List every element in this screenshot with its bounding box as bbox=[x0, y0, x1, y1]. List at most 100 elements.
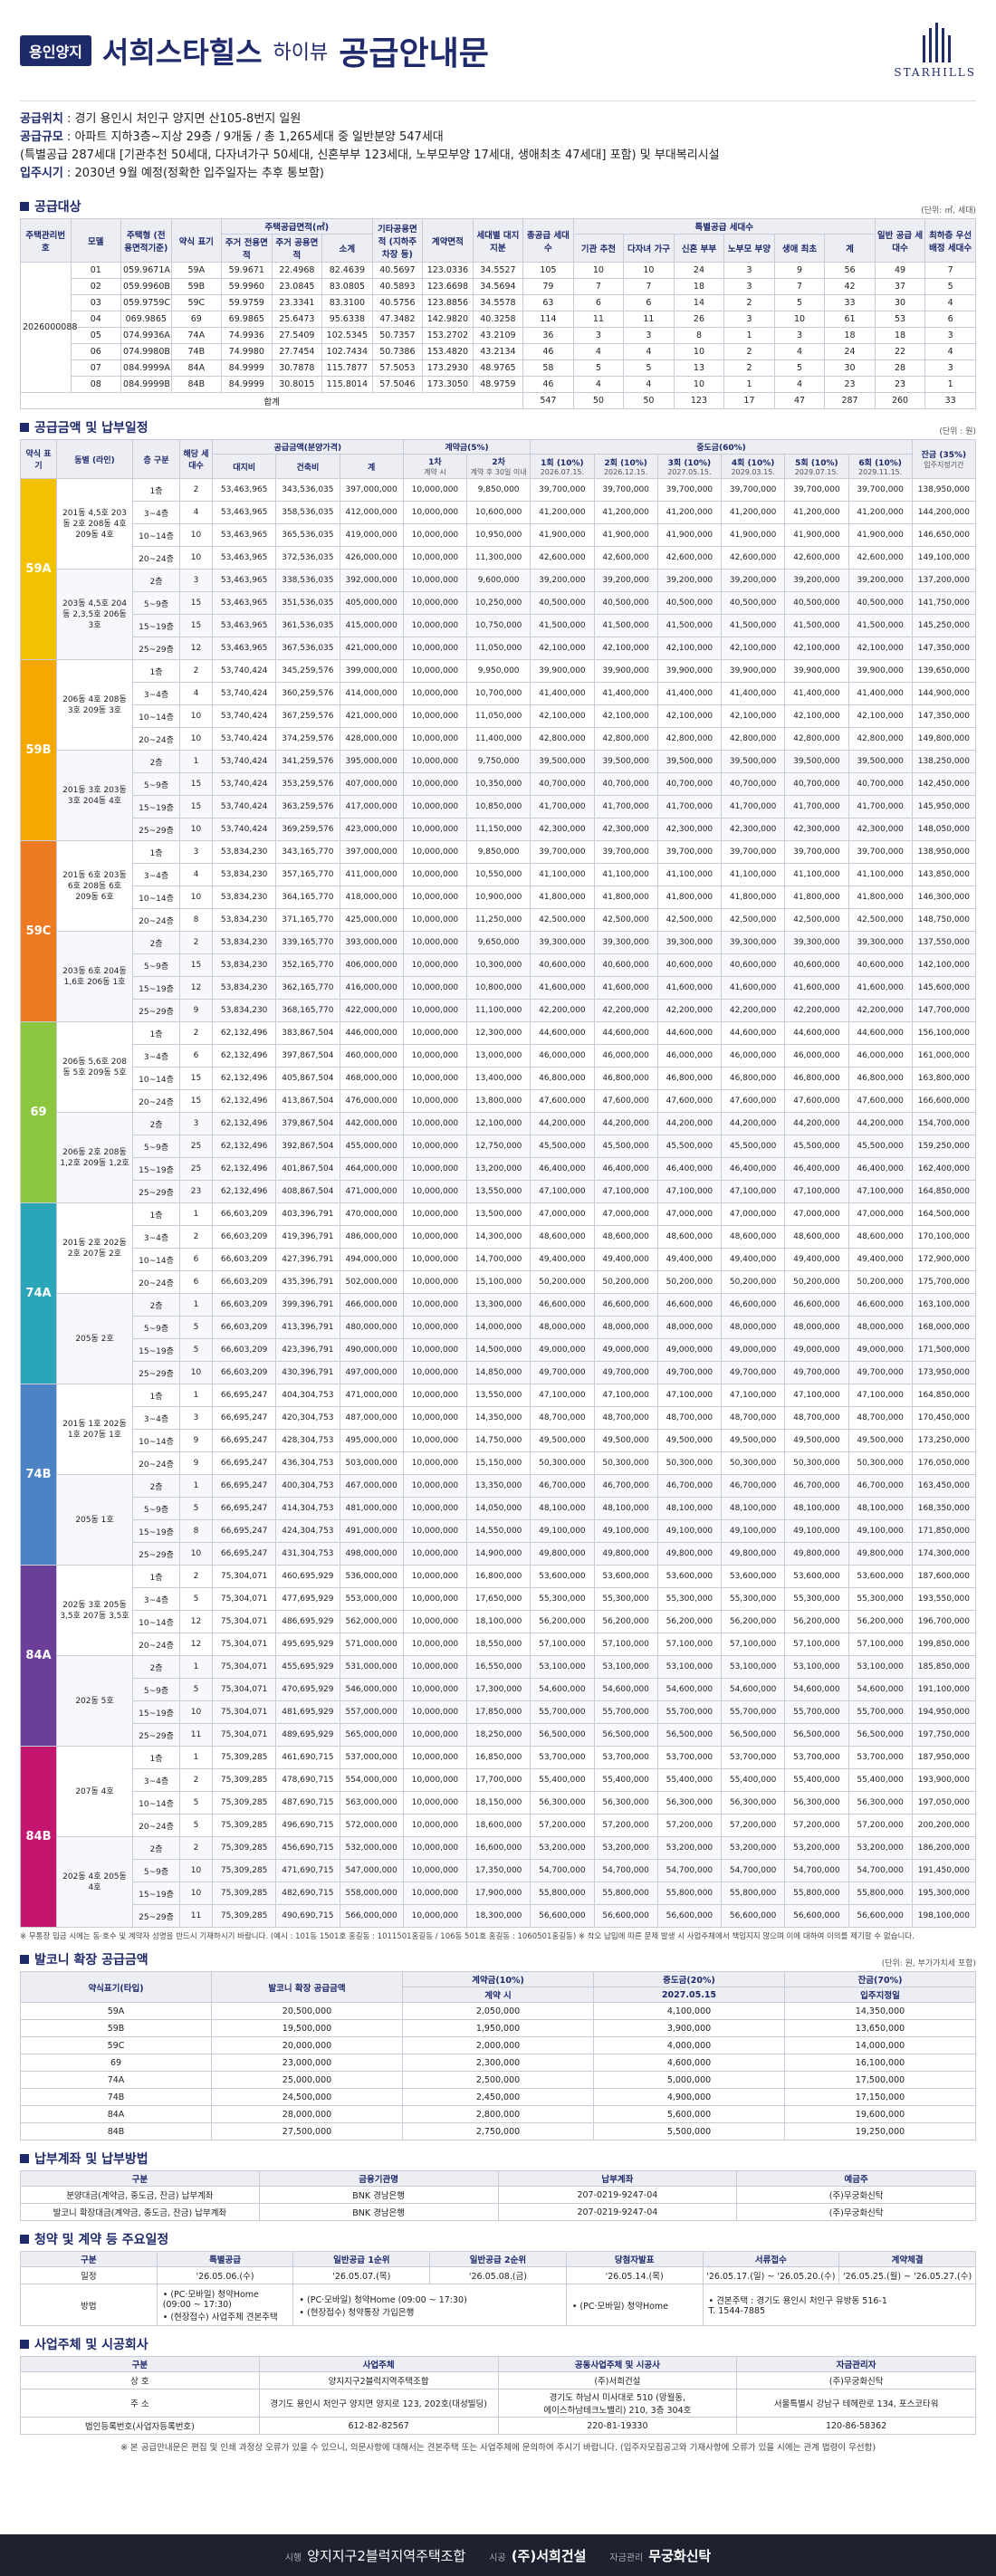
cell: 10,000,000 bbox=[402, 1882, 468, 1905]
row: 06 074.9980B 74B 74.9980 27.7454 102.7434 50.7… bbox=[21, 343, 976, 360]
row: 10~14층 9 66,695,247 428,304,753 495,000,000 1… bbox=[21, 1429, 977, 1452]
cell: 47,100,000 bbox=[848, 1180, 913, 1203]
cell: 66,603,209 bbox=[211, 1361, 277, 1384]
cell: 56,300,000 bbox=[656, 1791, 723, 1815]
header: 1회 (10%) 2026.07.15. bbox=[530, 454, 595, 479]
cell: 75,309,285 bbox=[211, 1768, 277, 1792]
cell: 369,259,576 bbox=[275, 818, 340, 841]
cell: 02 bbox=[70, 278, 122, 295]
cell: 423,000,000 bbox=[339, 818, 404, 841]
cell: 39,700,000 bbox=[593, 478, 658, 502]
cell: 41,700,000 bbox=[720, 795, 786, 819]
cell: 20~24층 bbox=[132, 908, 180, 932]
cell: 7 bbox=[924, 262, 976, 279]
cell: 48,100,000 bbox=[593, 1497, 658, 1520]
cell: 46,800,000 bbox=[848, 1067, 913, 1090]
header: 계 bbox=[824, 234, 876, 263]
row: 25~29층 10 53,740,424 369,259,576 423,000,000… bbox=[20, 818, 977, 841]
row: 59A 20,500,000 2,050,000 4,100,000 14,350,00… bbox=[20, 2002, 976, 2020]
cell: 39,200,000 bbox=[784, 569, 849, 592]
cell: 11,400,000 bbox=[465, 727, 532, 751]
cell: 195,300,000 bbox=[911, 1882, 977, 1905]
cell: 193,900,000 bbox=[911, 1768, 977, 1792]
cell: 10 bbox=[179, 546, 213, 570]
cell: 185,850,000 bbox=[911, 1655, 977, 1679]
row: 74B 24,500,000 2,450,000 4,900,000 17,150,00… bbox=[20, 2088, 976, 2106]
cell: 44,600,000 bbox=[593, 1021, 658, 1045]
cell: 40,500,000 bbox=[656, 591, 723, 615]
cell: 41,200,000 bbox=[784, 501, 849, 524]
cell: 338,536,035 bbox=[275, 569, 340, 592]
cell: 19,500,000 bbox=[211, 2019, 403, 2037]
cell: 12 bbox=[179, 1610, 213, 1633]
cell: 10,550,000 bbox=[465, 863, 532, 886]
cell: 54,700,000 bbox=[720, 1859, 786, 1882]
cell: 48,600,000 bbox=[530, 1225, 595, 1249]
cell: 74A bbox=[170, 327, 223, 344]
cell: 69.9865 bbox=[221, 311, 273, 328]
info-label: 공급위치 bbox=[20, 112, 63, 126]
cell: 5 bbox=[773, 359, 826, 377]
cell: 49,700,000 bbox=[848, 1361, 913, 1384]
cell: 163,100,000 bbox=[911, 1293, 977, 1317]
cell: 18 bbox=[824, 327, 876, 344]
row: 206동 2호 208동 1,2호 209동 1,2호 2층 3 62,132,496… bbox=[20, 1112, 977, 1203]
cell: 546,000,000 bbox=[339, 1678, 404, 1701]
cell: 430,396,791 bbox=[275, 1361, 340, 1384]
cell: 22 bbox=[874, 343, 926, 360]
cell: 79 bbox=[522, 278, 574, 295]
cell: 10~14층 bbox=[132, 523, 180, 547]
cell: 39,700,000 bbox=[848, 478, 913, 502]
cell: 10,000,000 bbox=[402, 1157, 468, 1181]
note: 계약 후 30일 이내 bbox=[470, 468, 527, 476]
cell: 15 bbox=[179, 614, 213, 637]
cell: 75,304,071 bbox=[211, 1565, 277, 1588]
cell: 435,396,791 bbox=[275, 1270, 340, 1294]
cell: 42,600,000 bbox=[593, 546, 658, 570]
cell: 9 bbox=[179, 999, 213, 1022]
header: 신혼 부부 bbox=[673, 234, 725, 263]
note: 2029.03.15. bbox=[731, 468, 775, 476]
cell: 41,100,000 bbox=[593, 863, 658, 886]
cell: 41,100,000 bbox=[848, 863, 913, 886]
cell: 46,400,000 bbox=[720, 1157, 786, 1181]
cell: 46,800,000 bbox=[656, 1067, 723, 1090]
cell: 41,200,000 bbox=[530, 501, 595, 524]
cell: 141,750,000 bbox=[911, 591, 977, 615]
header: 다자녀 가구 bbox=[623, 234, 675, 263]
cell: • (PC·모바일) 청약Home (09:00 ~ 17:30) • (현장접수… bbox=[156, 2284, 294, 2326]
cell: 383,867,504 bbox=[275, 1021, 340, 1045]
cell: 55,300,000 bbox=[720, 1587, 786, 1611]
cell: 53,740,424 bbox=[211, 704, 277, 728]
cell: 56,300,000 bbox=[593, 1791, 658, 1815]
cell: 45,500,000 bbox=[720, 1135, 786, 1158]
cell: 48,600,000 bbox=[656, 1225, 723, 1249]
cell: 154,700,000 bbox=[911, 1112, 977, 1135]
header: 계약 시 bbox=[402, 1987, 594, 2003]
cell: 39,200,000 bbox=[530, 569, 595, 592]
row: 3~4층 2 66,603,209 419,396,791 486,000,000 10,… bbox=[21, 1225, 977, 1249]
cell: 84A bbox=[170, 359, 223, 377]
cell: 75,304,071 bbox=[211, 1587, 277, 1611]
badge: 용인양지 bbox=[20, 34, 91, 66]
logo-icon bbox=[922, 22, 951, 62]
cell: 153.4820 bbox=[422, 343, 474, 360]
cell: 44,600,000 bbox=[848, 1021, 913, 1045]
row: 20~24층 12 75,304,071 495,695,929 571,000,000… bbox=[21, 1633, 977, 1656]
header-label: 5회 (10%) bbox=[795, 459, 838, 468]
cell: 41,600,000 bbox=[656, 976, 723, 1000]
cell: 187,950,000 bbox=[911, 1746, 977, 1769]
cell: 4 bbox=[623, 376, 675, 393]
cell: 75,309,285 bbox=[211, 1746, 277, 1769]
cell: 62,132,496 bbox=[211, 1157, 277, 1181]
cell: 153.2702 bbox=[422, 327, 474, 344]
cell: 57,200,000 bbox=[848, 1814, 913, 1837]
section-title: 발코니 확장 공급금액 bbox=[20, 1950, 148, 1968]
cell: 46,800,000 bbox=[593, 1067, 658, 1090]
cell: 351,536,035 bbox=[275, 591, 340, 615]
cell: 53,834,230 bbox=[211, 886, 277, 909]
type: 74B bbox=[20, 1384, 57, 1566]
cell: 162,400,000 bbox=[911, 1157, 977, 1181]
cell: 392,867,504 bbox=[275, 1135, 340, 1158]
cell: 66,695,247 bbox=[211, 1497, 277, 1520]
